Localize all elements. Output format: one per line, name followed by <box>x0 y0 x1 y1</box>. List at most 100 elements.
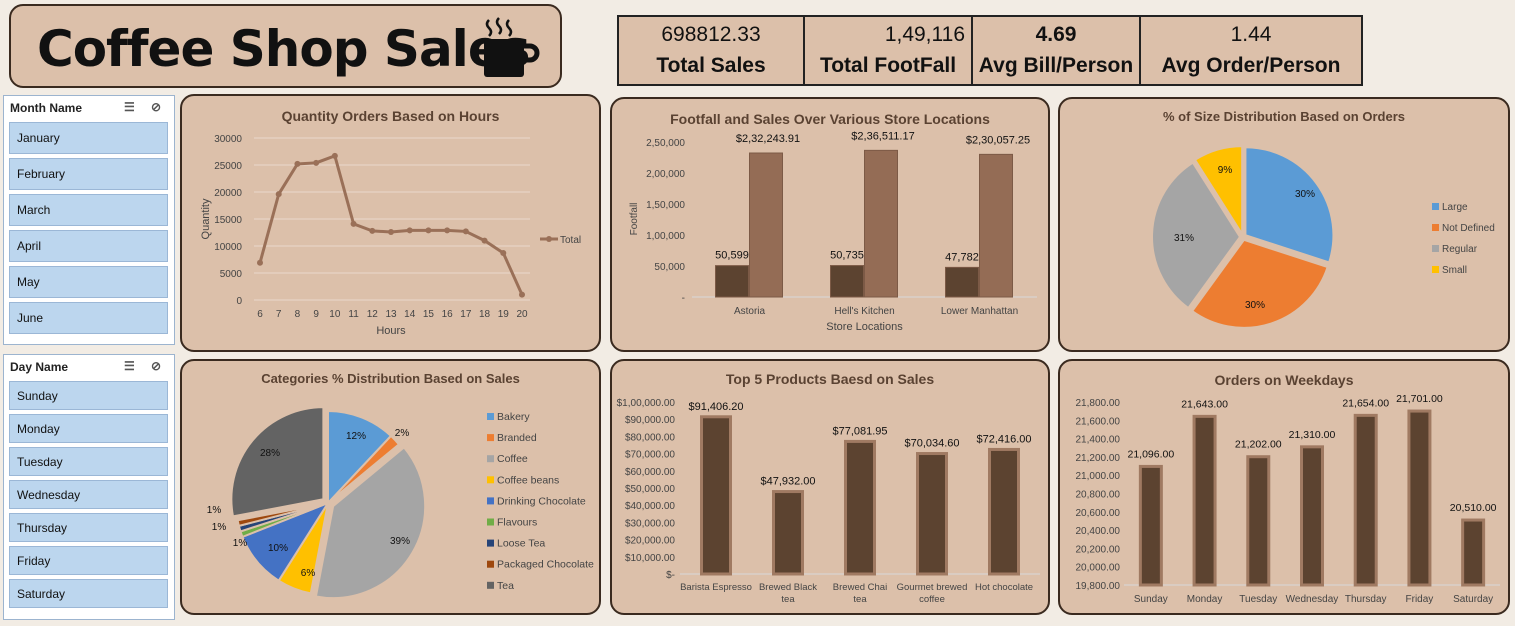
data-point <box>500 250 507 257</box>
multi-select-icon[interactable]: ☰ <box>124 100 135 114</box>
chart-size: 30% 30% 31% 9% Large Not Defined Regular Small <box>1151 145 1495 329</box>
x-tick-label: coffee <box>919 594 945 605</box>
y-tick-label: $10,000.00 <box>625 553 675 564</box>
slicer-item-february[interactable]: February <box>9 158 168 190</box>
legend-swatch <box>487 560 494 568</box>
slicer-item-monday[interactable]: Monday <box>9 414 168 443</box>
multi-select-icon[interactable]: ☰ <box>124 359 135 373</box>
slicer-item-april[interactable]: April <box>9 230 168 262</box>
x-tick-label: Hot chocolate <box>975 582 1033 593</box>
y-tick-label: 20,600.00 <box>1076 508 1121 519</box>
slicer-item-may[interactable]: May <box>9 266 168 298</box>
chart-title: Categories % Distribution Based on Sales <box>261 371 520 386</box>
x-tick-label: 6 <box>257 309 263 320</box>
y-tick-label: 21,800.00 <box>1076 398 1121 409</box>
kpi-value: 698812.33 <box>661 22 761 46</box>
y-tick-label: 19,800.00 <box>1076 581 1121 592</box>
data-label: $47,932.00 <box>760 476 815 488</box>
day-slicer: Day Name ☰ ⊘ Sunday Monday Tuesday Wednesda… <box>3 354 175 620</box>
slicer-item-january[interactable]: January <box>9 122 168 154</box>
bar <box>1353 413 1378 587</box>
y-tick-label: 21,200.00 <box>1076 453 1121 464</box>
slicer-item-june[interactable]: June <box>9 302 168 334</box>
bar <box>749 152 783 298</box>
legend-swatch <box>487 539 494 547</box>
y-tick-label: 0 <box>236 296 242 307</box>
coffee-cup-icon <box>484 17 540 77</box>
day-slicer-items: Sunday Monday Tuesday Wednesday Thursday Frid… <box>4 381 174 608</box>
data-label: 31% <box>1174 233 1194 244</box>
slicer-item-saturday[interactable]: Saturday <box>9 579 168 608</box>
pie-slice <box>236 502 329 528</box>
slicer-item-friday[interactable]: Friday <box>9 546 168 575</box>
x-tick-label: Sunday <box>1134 594 1168 605</box>
x-tick-label: Barista Espresso <box>680 582 752 593</box>
bar <box>1246 455 1271 587</box>
kpi-label: Total FootFall <box>819 53 957 77</box>
bar <box>945 266 979 298</box>
y-tick-label: $50,000.00 <box>625 484 675 495</box>
x-tick-label: Wednesday <box>1286 594 1339 605</box>
data-label: 10% <box>268 543 288 554</box>
x-tick-label: Saturday <box>1453 594 1493 605</box>
kpi-label: Avg Order/Person <box>1161 53 1341 77</box>
data-point <box>519 291 525 298</box>
data-point <box>425 227 432 234</box>
slicer-item-wednesday[interactable]: Wednesday <box>9 480 168 509</box>
month-slicer-header: Month Name ☰ ⊘ <box>4 96 174 118</box>
y-tick-label: $20,000.00 <box>625 536 675 547</box>
kpi-avg-bill: 4.69 Avg Bill/Person <box>973 17 1141 84</box>
bar <box>715 265 749 298</box>
data-point <box>257 259 263 266</box>
x-tick-label: 10 <box>329 309 341 320</box>
pie-slice <box>1151 161 1242 310</box>
x-tick-label: Thursday <box>1345 594 1387 605</box>
legend-label: Small <box>1442 265 1467 276</box>
chart-weekdays: 19,800.00 20,000.00 20,200.00 20,400.00 20,6… <box>1076 393 1500 605</box>
x-tick-label: 18 <box>479 309 491 320</box>
legend-swatch <box>487 476 494 484</box>
bar <box>1192 414 1217 587</box>
month-slicer: Month Name ☰ ⊘ January February March April… <box>3 95 175 345</box>
slicer-item-thursday[interactable]: Thursday <box>9 513 168 542</box>
data-label: 39% <box>390 536 410 547</box>
month-slicer-items: January February March April May June <box>4 122 174 334</box>
y-tick-label: 10000 <box>214 242 242 253</box>
clear-filter-icon[interactable]: ⊘ <box>151 359 162 373</box>
bar <box>1407 409 1432 587</box>
data-point <box>481 237 488 244</box>
legend-swatch <box>487 497 494 505</box>
data-label: 1% <box>233 538 248 549</box>
legend-label: Bakery <box>497 411 530 423</box>
legend-label: Drinking Chocolate <box>497 495 586 507</box>
y-tick-label: $1,00,000.00 <box>617 398 676 409</box>
y-tick-label: 50,000 <box>654 262 685 273</box>
chart-stores: - 50,000 1,00,000 1,50,000 2,00,000 2,50,000 F… <box>629 130 1037 333</box>
x-axis-label: Store Locations <box>826 321 903 333</box>
x-tick-label: 14 <box>404 309 416 320</box>
legend-label: Loose Tea <box>497 538 545 550</box>
x-tick-label: tea <box>853 594 867 605</box>
kpi-label: Total Sales <box>656 53 766 77</box>
chart-products-panel: Top 5 Products Baesd on Sales $- $10,000.… <box>610 359 1050 615</box>
y-tick-label: 2,00,000 <box>646 169 685 180</box>
y-tick-label: $90,000.00 <box>625 415 675 426</box>
pie-slice <box>1244 146 1335 264</box>
x-tick-label: Tuesday <box>1239 594 1277 605</box>
y-tick-label: $30,000.00 <box>625 518 675 529</box>
chart-hours: 0 5000 10000 15000 20000 25000 30000 6 7 8 9 10 11 12… <box>200 134 581 337</box>
slicer-item-tuesday[interactable]: Tuesday <box>9 447 168 476</box>
data-label: 2% <box>395 428 410 439</box>
x-tick-label: Hell's Kitchen <box>834 306 894 317</box>
clear-filter-icon[interactable]: ⊘ <box>151 100 162 114</box>
pie-slice <box>314 446 427 600</box>
data-label: 21,096.00 <box>1127 448 1174 460</box>
data-point <box>350 220 357 227</box>
data-point <box>406 227 413 234</box>
slicer-item-sunday[interactable]: Sunday <box>9 381 168 410</box>
chart-stores-panel: Footfall and Sales Over Various Store Lo… <box>610 97 1050 352</box>
x-tick-label: Brewed Black <box>759 582 817 593</box>
slicer-item-march[interactable]: March <box>9 194 168 226</box>
x-tick-label: Friday <box>1406 594 1434 605</box>
bar <box>844 439 876 576</box>
